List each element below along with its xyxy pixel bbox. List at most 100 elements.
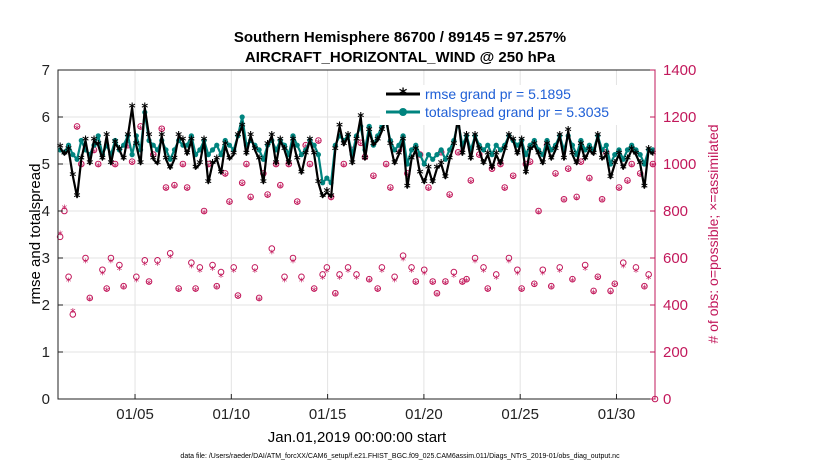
rmse-point: * [158,130,165,145]
obs-possible-point [234,292,242,299]
obs-possible-point [196,264,204,271]
legend-box [380,85,650,125]
rmse-point: * [506,130,513,145]
rmse-point: * [133,139,140,154]
rmse-point: * [425,163,432,178]
rmse-point: * [116,144,123,159]
rmse-line [59,106,654,198]
obs-assimilated-point: * [66,276,72,289]
rmse-point: * [628,144,635,159]
obs-assimilated-point: * [498,160,504,173]
obs-assimilated-point: * [447,191,453,204]
obs-assimilated-point: * [468,177,474,190]
totalspread-point [417,152,423,158]
obs-assimilated-point: * [392,276,398,289]
y-right-tick-label: 0 [663,391,671,408]
legend: * rmse grand pr = 5.1895 totalspread gra… [380,84,650,125]
obs-assimilated-point: * [324,266,330,279]
rmse-point: * [480,158,487,173]
rmse-point: * [179,135,186,150]
rmse-point: * [489,163,496,178]
obs-assimilated-point: * [540,268,546,281]
obs-assimilated-point: * [608,287,614,300]
obs-possible-point [162,184,170,191]
obs-assimilated-point: * [527,158,533,171]
obs-assimilated-point: * [561,196,567,209]
obs-possible-point [433,289,441,297]
rmse-point: * [586,144,593,159]
rmse-point: * [294,153,301,168]
obs-assimilated-point: * [438,149,444,162]
obs-assimilated-point: * [620,261,626,274]
obs-assimilated-point: * [307,160,313,173]
obs-assimilated-point: * [477,151,483,164]
totalspread-point [112,137,118,144]
obs-assimilated-point: * [464,276,470,289]
rmse-point: * [307,135,314,150]
rmse-point: * [624,153,631,168]
rmse-point: * [582,153,589,168]
obs-assimilated-point: * [451,271,457,284]
rmse-point: * [493,149,500,164]
obs-assimilated-point: * [189,261,195,274]
obs-possible-point [556,264,564,271]
obs-possible-point [492,271,500,278]
obs-possible-point [594,273,602,281]
rmse-point: * [362,153,369,168]
obs-assimilated-point: * [222,170,228,183]
obs-possible-point [628,160,636,168]
obs-assimilated-point: * [426,184,432,197]
obs-possible-point [624,177,631,184]
chart-subtitle: AIRCRAFT_HORIZONTAL_WIND @ 250 hPa [245,49,556,66]
obs-possible-point [391,273,398,281]
obs-assimilated-point: * [379,266,385,279]
obs-assimilated-point: * [197,266,203,279]
obs-possible-point [293,198,301,205]
obs-possible-point [179,160,187,168]
rmse-point: * [273,158,280,173]
obs-possible-point [505,254,513,262]
rmse-point: * [514,149,521,164]
obs-assimilated-point: * [239,179,245,192]
rmse-point: * [251,144,258,159]
rmse-point: * [285,158,292,173]
rmse-point: * [522,167,529,182]
obs-assimilated-point: * [637,170,643,183]
rmse-point: * [649,149,656,164]
obs-possible-point [531,280,538,288]
obs-assimilated-point: * [400,254,406,267]
obs-possible-point [183,184,191,191]
obs-assimilated-point: * [345,266,351,279]
y-tick-label: 3 [42,250,50,267]
totalspread-point [392,147,398,153]
obs-assimilated-point: * [278,182,284,195]
rmse-point: * [74,191,81,206]
x-tick-label: 01/15 [309,406,347,423]
obs-assimilated-point: * [256,294,262,307]
rmse-point: * [561,153,568,168]
obs-assimilated-point: * [510,172,516,185]
rmse-point: * [645,144,652,159]
legend-spread-marker [399,108,407,116]
obs-possible-point [509,172,517,180]
obs-assimilated-point: * [333,290,339,303]
obs-possible-point [128,158,136,165]
obs-possible-point [467,177,475,184]
totalspread-point [400,133,406,139]
totalspread-point [320,180,326,186]
rmse-point: * [378,125,385,140]
rmse-point: * [281,144,288,159]
totalspread-point [205,152,211,158]
obs-assimilated-point: * [515,268,521,281]
obs-possible-point [590,287,597,295]
totalspread-point [290,133,296,139]
obs-assimilated-point: * [299,276,305,289]
obs-assimilated-point: * [642,283,648,296]
rmse-point: * [577,139,584,154]
obs-possible-point [107,254,115,262]
totalspread-point [616,147,622,153]
obs-assimilated-point: * [354,273,360,286]
obs-possible-point [340,160,348,168]
rmse-point: * [607,172,614,187]
